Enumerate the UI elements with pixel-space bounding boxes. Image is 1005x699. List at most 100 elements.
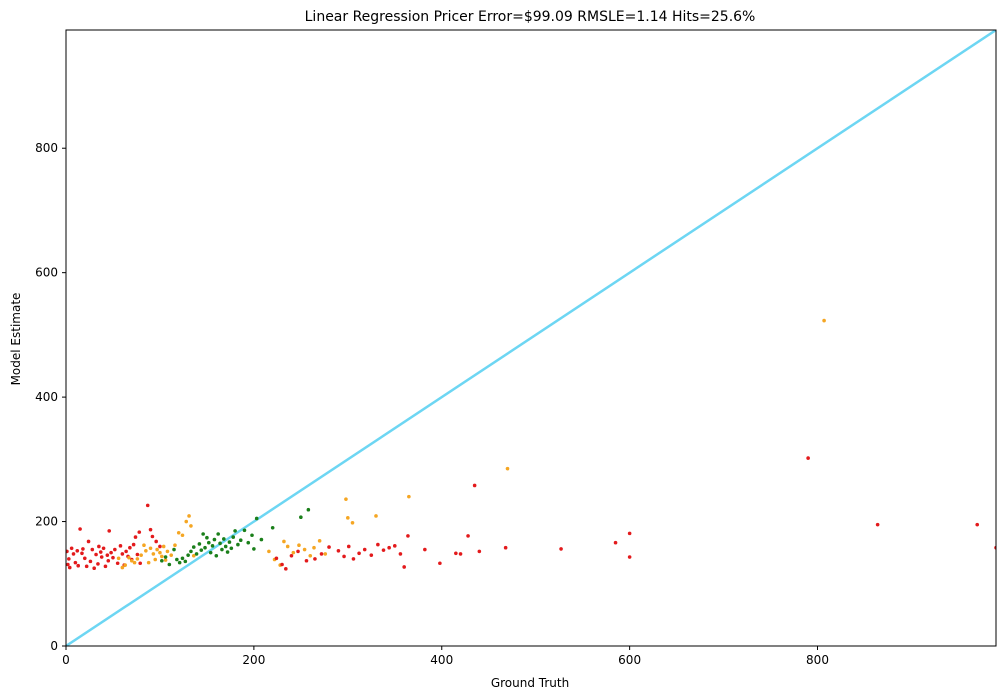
data-point bbox=[197, 542, 202, 546]
data-point bbox=[203, 545, 207, 550]
axes: 0 200 400 600 800 0 200 400 600 800 bbox=[35, 29, 997, 667]
data-point bbox=[289, 553, 294, 558]
data-point bbox=[86, 539, 91, 544]
data-point bbox=[92, 566, 96, 571]
data-point bbox=[177, 560, 182, 565]
data-point bbox=[466, 534, 470, 538]
data-point bbox=[105, 553, 110, 557]
data-point bbox=[323, 552, 328, 556]
data-point bbox=[154, 539, 158, 544]
data-point bbox=[208, 550, 213, 555]
data-point bbox=[242, 528, 247, 533]
data-point bbox=[101, 546, 106, 551]
data-point bbox=[160, 558, 164, 563]
data-point bbox=[225, 550, 230, 554]
data-point bbox=[313, 557, 317, 561]
data-point bbox=[103, 564, 108, 569]
data-point bbox=[304, 558, 309, 563]
data-point bbox=[67, 565, 72, 570]
data-point bbox=[387, 545, 391, 550]
data-point bbox=[246, 540, 251, 545]
data-point bbox=[123, 563, 127, 567]
data-point bbox=[327, 545, 331, 549]
y-axis-label: Model Estimate bbox=[9, 293, 23, 386]
data-point bbox=[627, 555, 632, 559]
data-point bbox=[99, 555, 104, 559]
data-point bbox=[172, 547, 176, 552]
data-point bbox=[227, 540, 232, 544]
data-point bbox=[167, 562, 172, 567]
data-point bbox=[236, 542, 240, 547]
data-point bbox=[291, 550, 296, 555]
data-point bbox=[222, 537, 226, 541]
data-point bbox=[127, 555, 131, 560]
data-point bbox=[71, 552, 76, 556]
data-point bbox=[201, 532, 205, 536]
data-point bbox=[186, 553, 190, 557]
data-point bbox=[975, 522, 980, 527]
data-point bbox=[142, 543, 146, 547]
data-point bbox=[282, 539, 286, 544]
y-tick-label: 0 bbox=[50, 639, 58, 653]
data-point bbox=[806, 456, 810, 460]
data-point bbox=[350, 521, 355, 525]
data-point bbox=[231, 535, 236, 539]
data-point bbox=[218, 541, 222, 546]
data-point bbox=[81, 547, 85, 551]
data-point bbox=[146, 560, 151, 565]
data-point bbox=[69, 546, 74, 551]
data-point bbox=[158, 550, 162, 555]
data-point bbox=[175, 557, 179, 562]
data-point bbox=[96, 562, 100, 566]
data-point bbox=[120, 565, 125, 570]
data-point bbox=[129, 558, 134, 563]
data-point bbox=[151, 552, 156, 556]
data-point bbox=[163, 555, 168, 559]
data-point bbox=[267, 549, 271, 554]
y-tick-label: 400 bbox=[35, 390, 58, 404]
data-point bbox=[115, 561, 120, 566]
x-tick-label: 200 bbox=[242, 653, 265, 667]
data-point bbox=[392, 544, 397, 548]
data-point bbox=[477, 549, 482, 554]
data-point bbox=[216, 532, 220, 536]
data-point bbox=[346, 544, 351, 549]
data-point bbox=[317, 539, 322, 543]
data-point bbox=[454, 551, 458, 556]
data-point bbox=[144, 549, 148, 553]
data-point bbox=[120, 552, 125, 556]
data-point bbox=[627, 531, 632, 536]
data-point bbox=[173, 543, 177, 547]
data-point bbox=[73, 560, 78, 565]
y-tick-label: 600 bbox=[35, 266, 58, 280]
data-point bbox=[285, 544, 290, 549]
data-point bbox=[438, 561, 442, 566]
data-point bbox=[169, 553, 174, 557]
data-point bbox=[113, 547, 117, 552]
data-point bbox=[161, 544, 166, 549]
data-point bbox=[223, 544, 228, 549]
data-point bbox=[184, 519, 189, 524]
data-point bbox=[398, 552, 403, 556]
data-point bbox=[406, 534, 410, 538]
data-point bbox=[137, 530, 142, 534]
data-point bbox=[229, 546, 234, 551]
data-point bbox=[559, 547, 563, 551]
data-point bbox=[210, 544, 215, 548]
data-point bbox=[116, 556, 121, 561]
chart-title: Linear Regression Pricer Error=$99.09 RM… bbox=[305, 9, 756, 25]
data-point bbox=[118, 544, 123, 548]
data-point bbox=[133, 535, 138, 539]
data-point bbox=[138, 561, 143, 566]
y-tick-label: 800 bbox=[35, 141, 58, 155]
data-point bbox=[259, 537, 264, 542]
data-point bbox=[187, 514, 191, 518]
data-point bbox=[107, 529, 112, 533]
data-point bbox=[135, 552, 140, 557]
data-point bbox=[78, 527, 82, 531]
data-point bbox=[306, 507, 311, 512]
data-point bbox=[199, 548, 204, 552]
data-point bbox=[206, 540, 211, 545]
data-point bbox=[308, 553, 313, 558]
